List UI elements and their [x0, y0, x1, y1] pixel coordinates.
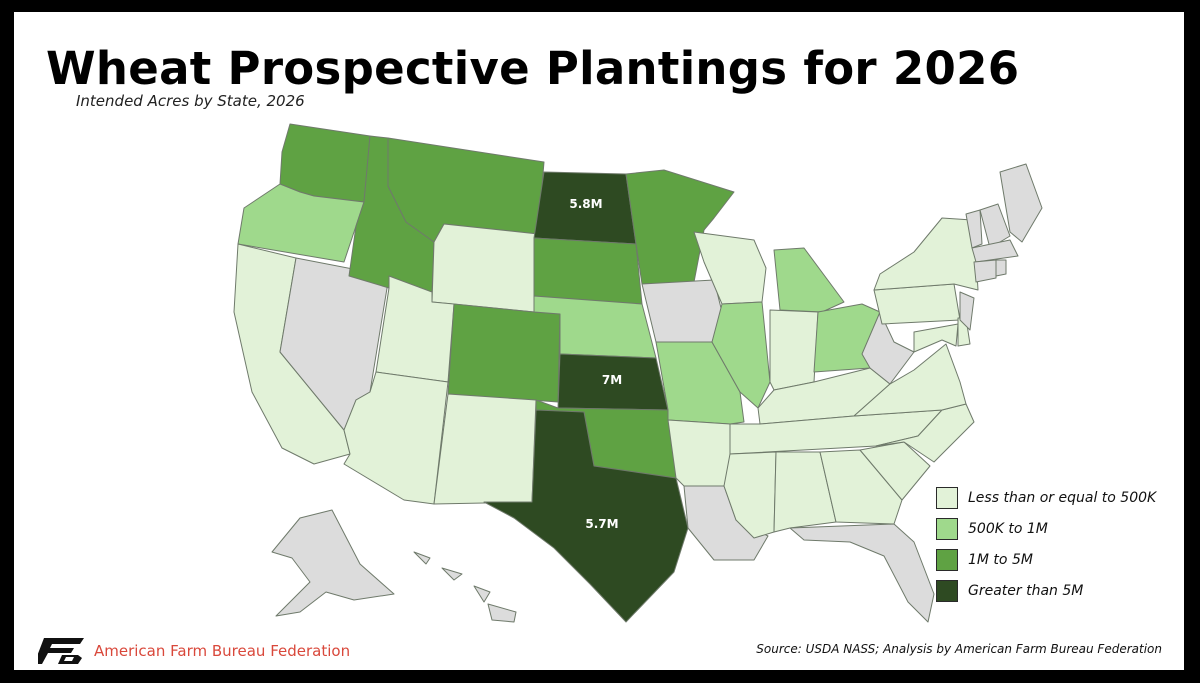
legend-swatch [936, 548, 958, 571]
state-al [773, 451, 837, 533]
value-label-ks: 7M [602, 373, 622, 387]
state-ia [641, 279, 723, 343]
state-ga [819, 449, 903, 525]
legend-swatch [936, 517, 958, 540]
legend-item-gt-5m: Greater than 5M [936, 575, 1156, 606]
map-card: Wheat Prospective Plantings for 2026 Int… [14, 12, 1184, 670]
state-me [999, 163, 1043, 243]
legend-item-500k-1m: 500K to 1M [936, 513, 1156, 544]
legend-swatch [936, 486, 958, 509]
source-note: Source: USDA NASS; Analysis by American … [756, 642, 1162, 656]
legend-label: 1M to 5M [968, 551, 1033, 568]
state-co [447, 303, 561, 403]
state-md [913, 323, 959, 353]
state-tx [483, 409, 689, 623]
state-sc [859, 441, 931, 501]
state-fl [789, 523, 935, 623]
state-in [769, 309, 819, 391]
legend: Less than or equal to 500K 500K to 1M 1M… [936, 482, 1156, 606]
legend-label: 500K to 1M [968, 520, 1048, 537]
legend-item-lte-500k: Less than or equal to 500K [936, 482, 1156, 513]
state-sd [533, 237, 643, 305]
state-nh [979, 203, 1011, 249]
fb-logo-icon [38, 638, 84, 664]
legend-swatch [936, 579, 958, 602]
state-az [343, 371, 449, 505]
us-map: 5.8M 7M 5.7M [233, 123, 1043, 623]
state-ri [995, 259, 1007, 277]
state-nc [875, 403, 975, 463]
state-va [853, 343, 967, 417]
state-ak [271, 509, 395, 617]
legend-item-1m-5m: 1M to 5M [936, 544, 1156, 575]
state-ny [873, 217, 979, 291]
page-title: Wheat Prospective Plantings for 2026 [46, 42, 1020, 95]
state-mn [625, 169, 735, 285]
state-wy [431, 223, 539, 313]
state-mi [773, 247, 845, 313]
value-label-tx: 5.7M [585, 517, 618, 531]
state-ct [973, 259, 997, 283]
legend-label: Less than or equal to 500K [968, 489, 1157, 506]
state-ma [971, 239, 1019, 263]
org-logo: American Farm Bureau Federation [38, 638, 350, 664]
value-label-nd: 5.8M [569, 197, 602, 211]
legend-label: Greater than 5M [968, 582, 1084, 599]
state-nj [959, 291, 975, 331]
state-pa [873, 283, 961, 325]
org-name: American Farm Bureau Federation [94, 642, 351, 660]
state-hi [413, 551, 517, 623]
subtitle: Intended Acres by State, 2026 [76, 92, 305, 110]
state-vt [965, 209, 983, 249]
state-nm [433, 393, 537, 505]
